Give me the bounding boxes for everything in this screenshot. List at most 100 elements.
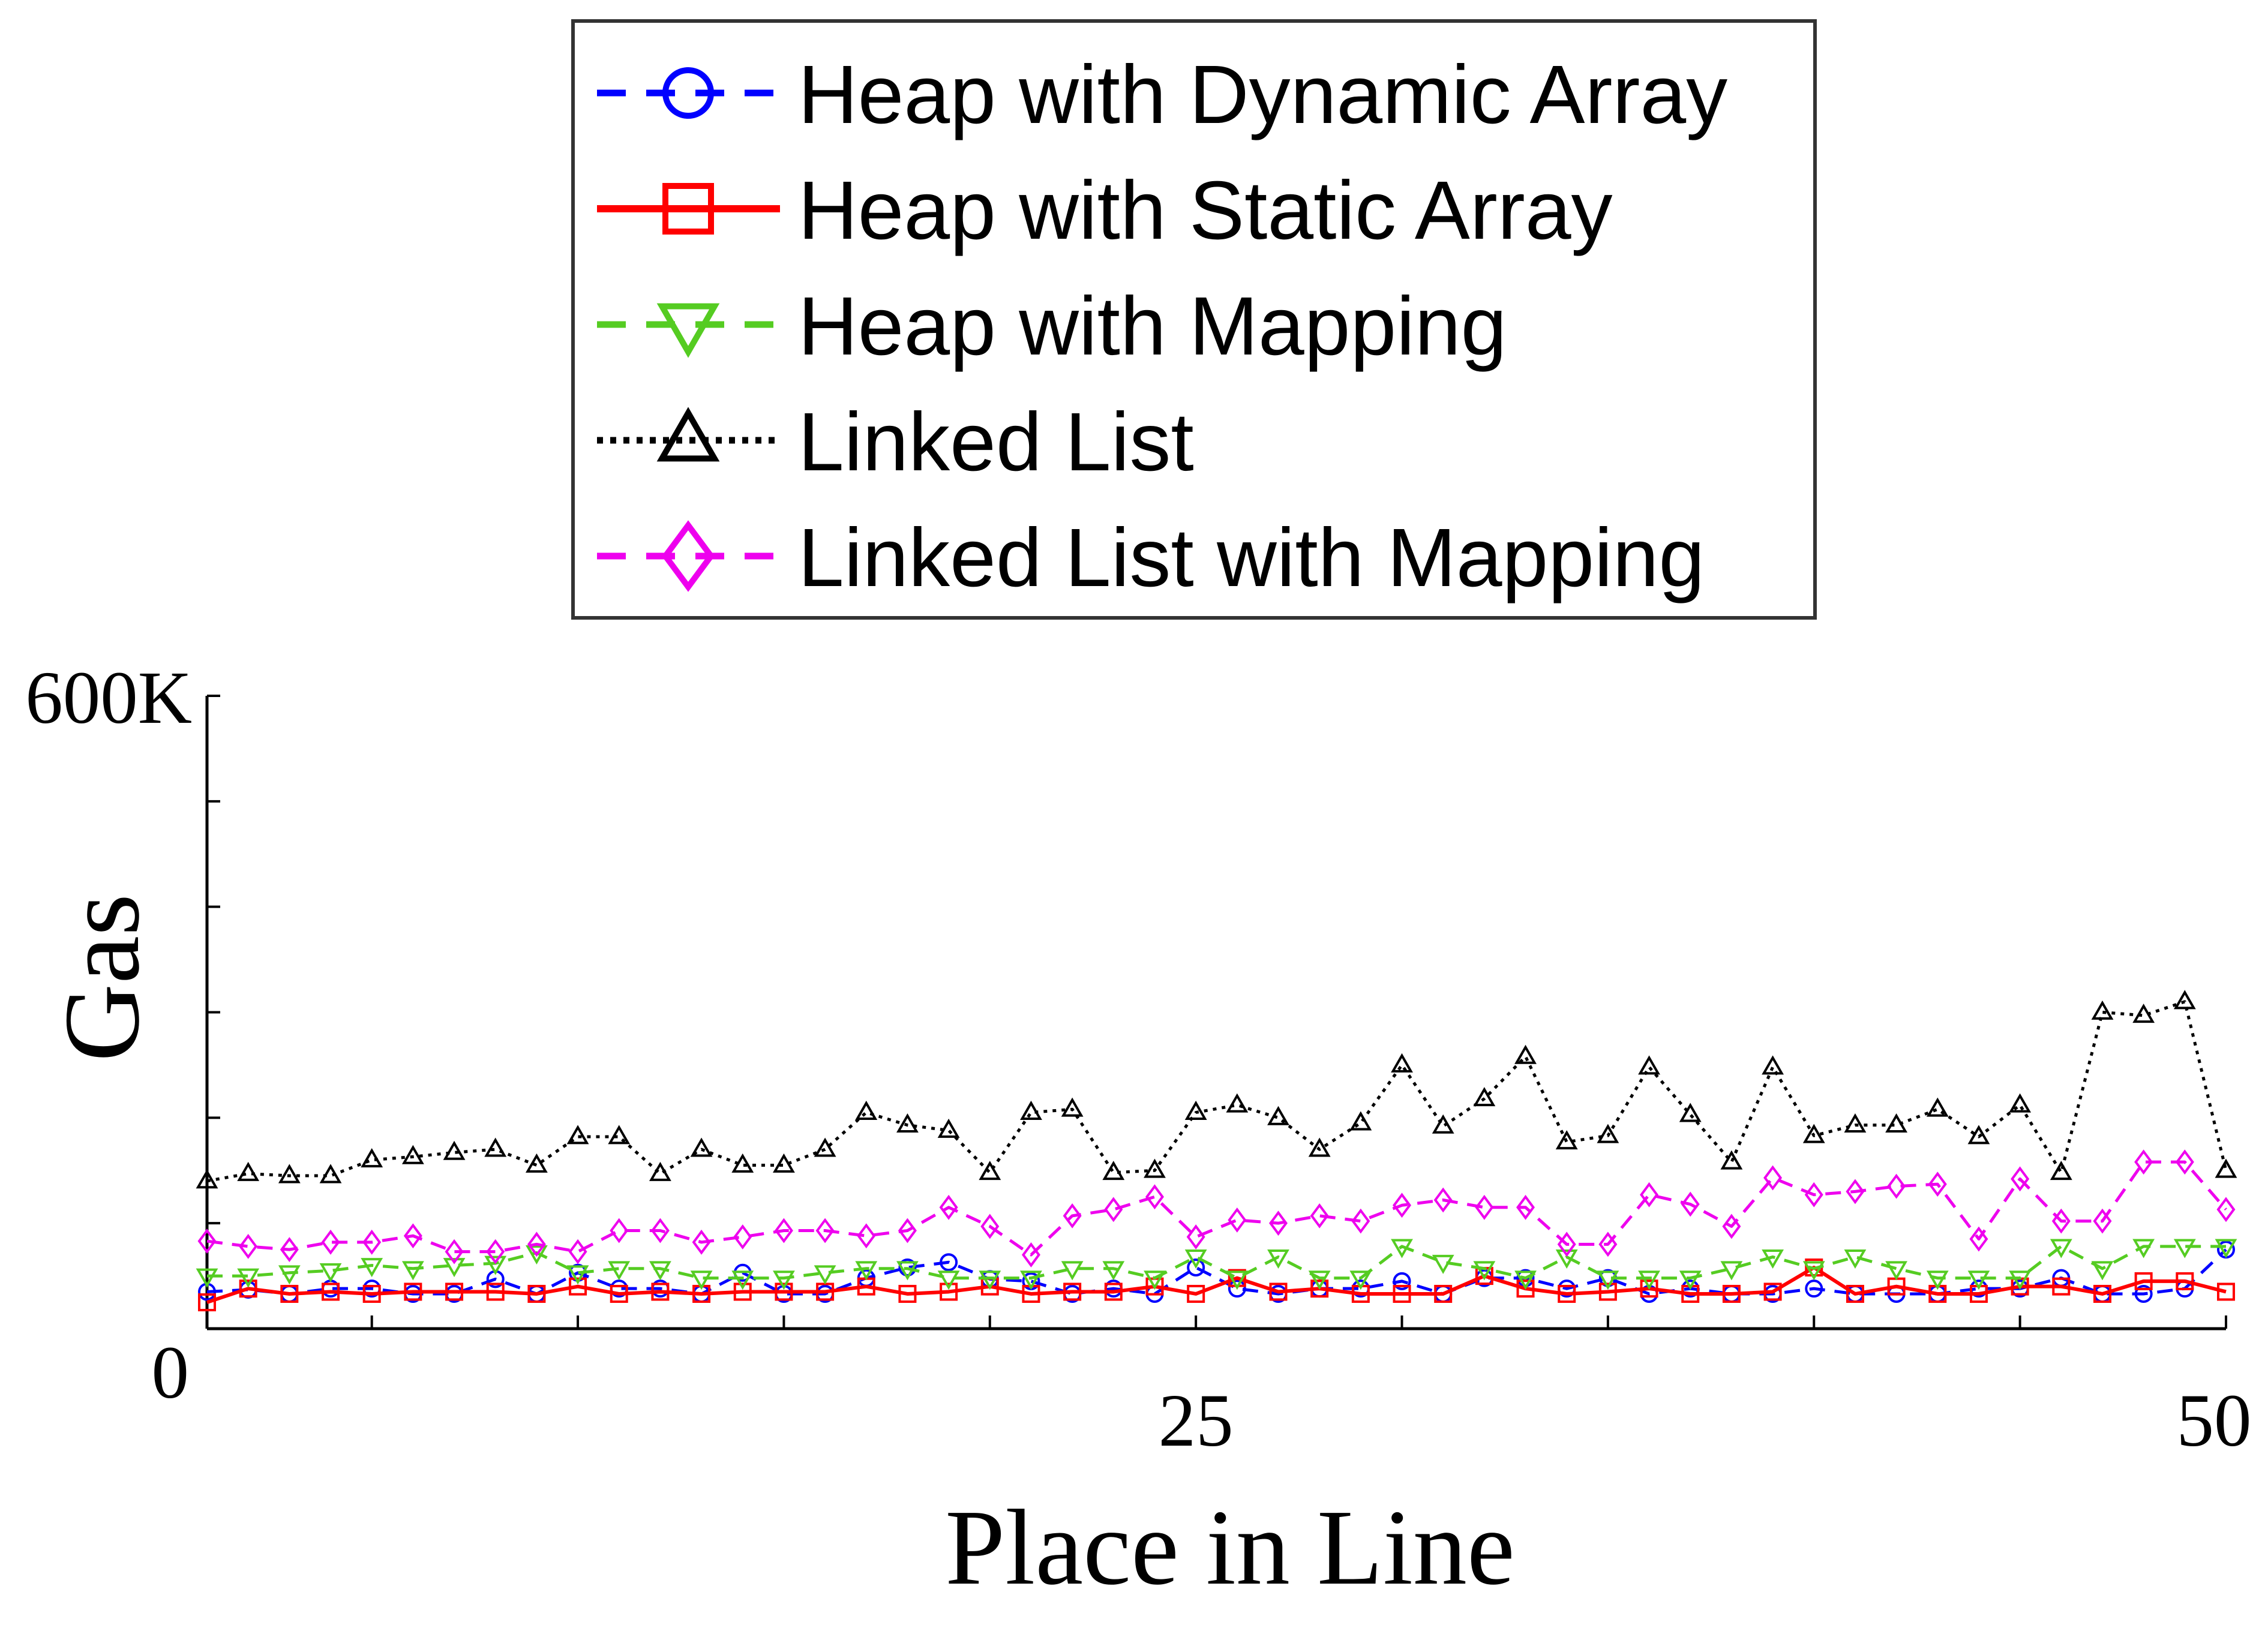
data-point	[896, 1113, 919, 1133]
data-point	[896, 1261, 919, 1281]
data-point	[401, 1261, 424, 1281]
data-point	[774, 1218, 793, 1243]
data-point	[2134, 1149, 2153, 1175]
data-point	[2215, 1239, 2237, 1258]
data-point	[278, 1164, 301, 1184]
data-point	[855, 1100, 878, 1120]
data-point	[1020, 1100, 1042, 1120]
data-point	[1681, 1191, 1700, 1217]
data-point	[731, 1270, 754, 1290]
data-point	[1351, 1208, 1370, 1234]
legend-label: Heap with Dynamic Array	[798, 49, 1727, 141]
series-line	[206, 1160, 2227, 1257]
data-point	[1597, 1124, 1619, 1143]
data-point	[322, 1282, 340, 1301]
data-point	[278, 1265, 301, 1285]
data-point	[198, 1293, 216, 1312]
data-point	[2176, 1272, 2194, 1290]
data-point	[979, 1161, 1001, 1181]
data-point	[1226, 1093, 1249, 1113]
x-tick-label: 25	[1159, 1380, 1234, 1462]
data-point	[1722, 1284, 1741, 1303]
data-point	[401, 1145, 424, 1164]
data-point	[445, 1239, 464, 1264]
data-point	[2134, 1272, 2153, 1290]
data-point	[1433, 1187, 1453, 1213]
series-group	[196, 990, 2237, 1312]
data-point	[1557, 1232, 1576, 1257]
data-point	[2132, 1004, 2155, 1023]
data-point	[1269, 1211, 1288, 1236]
data-point	[2215, 1158, 2237, 1178]
data-point	[2173, 990, 2196, 1010]
series-3	[196, 990, 2237, 1189]
data-point	[361, 1148, 383, 1168]
data-point	[651, 1282, 670, 1301]
data-point	[939, 1194, 958, 1220]
data-point	[1102, 1261, 1125, 1281]
data-point	[608, 1261, 631, 1281]
data-point	[321, 1229, 340, 1255]
data-point	[1516, 1194, 1535, 1220]
data-point	[1679, 1270, 1702, 1290]
data-point	[443, 1258, 466, 1278]
data-point	[1184, 1100, 1207, 1120]
data-point	[1638, 1270, 1660, 1290]
data-point	[1020, 1270, 1042, 1290]
data-point	[566, 1265, 589, 1285]
data-point	[1144, 1158, 1166, 1178]
data-point	[280, 1237, 299, 1263]
data-point	[525, 1153, 548, 1173]
data-point	[1308, 1270, 1331, 1290]
data-point	[1144, 1270, 1166, 1290]
data-point	[1558, 1284, 1576, 1303]
data-point	[1226, 1270, 1249, 1290]
data-point	[1846, 1284, 1864, 1303]
data-point	[239, 1279, 257, 1298]
data-point	[2051, 1208, 2071, 1234]
data-point	[197, 1229, 217, 1254]
data-point	[2132, 1239, 2155, 1258]
data-point	[2134, 1284, 2153, 1303]
data-point	[1310, 1279, 1329, 1298]
data-point	[1887, 1173, 1906, 1199]
data-point	[937, 1270, 960, 1290]
y-axis-label: Gas	[42, 894, 161, 1062]
data-point	[569, 1277, 587, 1296]
data-point	[1063, 1203, 1082, 1229]
data-point	[692, 1229, 711, 1255]
data-point	[1763, 1282, 1782, 1301]
data-point	[1061, 1097, 1084, 1117]
data-point	[566, 1125, 589, 1145]
data-point	[1926, 1097, 1949, 1117]
data-point	[1269, 1282, 1288, 1301]
data-point	[2091, 1261, 2114, 1281]
legend-label: Heap with Mapping	[798, 280, 1507, 373]
data-point	[855, 1261, 878, 1281]
data-point	[731, 1153, 754, 1173]
data-point	[484, 1255, 507, 1275]
data-point	[2173, 1239, 2196, 1258]
data-point	[1640, 1279, 1658, 1298]
legend: Heap with Dynamic Array Heap with Static …	[571, 19, 1817, 620]
data-point	[1720, 1261, 1743, 1281]
data-point	[196, 1169, 218, 1189]
data-point	[690, 1270, 713, 1290]
data-point	[568, 1239, 587, 1264]
data-point	[1802, 1261, 1825, 1281]
data-point	[1885, 1113, 1908, 1133]
data-point	[239, 1233, 258, 1259]
data-point	[484, 1137, 507, 1157]
data-point	[403, 1223, 422, 1249]
data-point	[1473, 1087, 1496, 1107]
legend-entry: Heap with Mapping	[597, 280, 1507, 373]
data-point	[1267, 1249, 1289, 1269]
data-point	[1967, 1270, 1990, 1290]
data-point	[1679, 1103, 1702, 1122]
data-point	[361, 1258, 383, 1278]
data-point	[733, 1282, 752, 1301]
data-point	[1145, 1184, 1164, 1210]
axes-group	[205, 695, 2227, 1330]
data-point	[1061, 1261, 1084, 1281]
data-point	[1349, 1111, 1372, 1131]
